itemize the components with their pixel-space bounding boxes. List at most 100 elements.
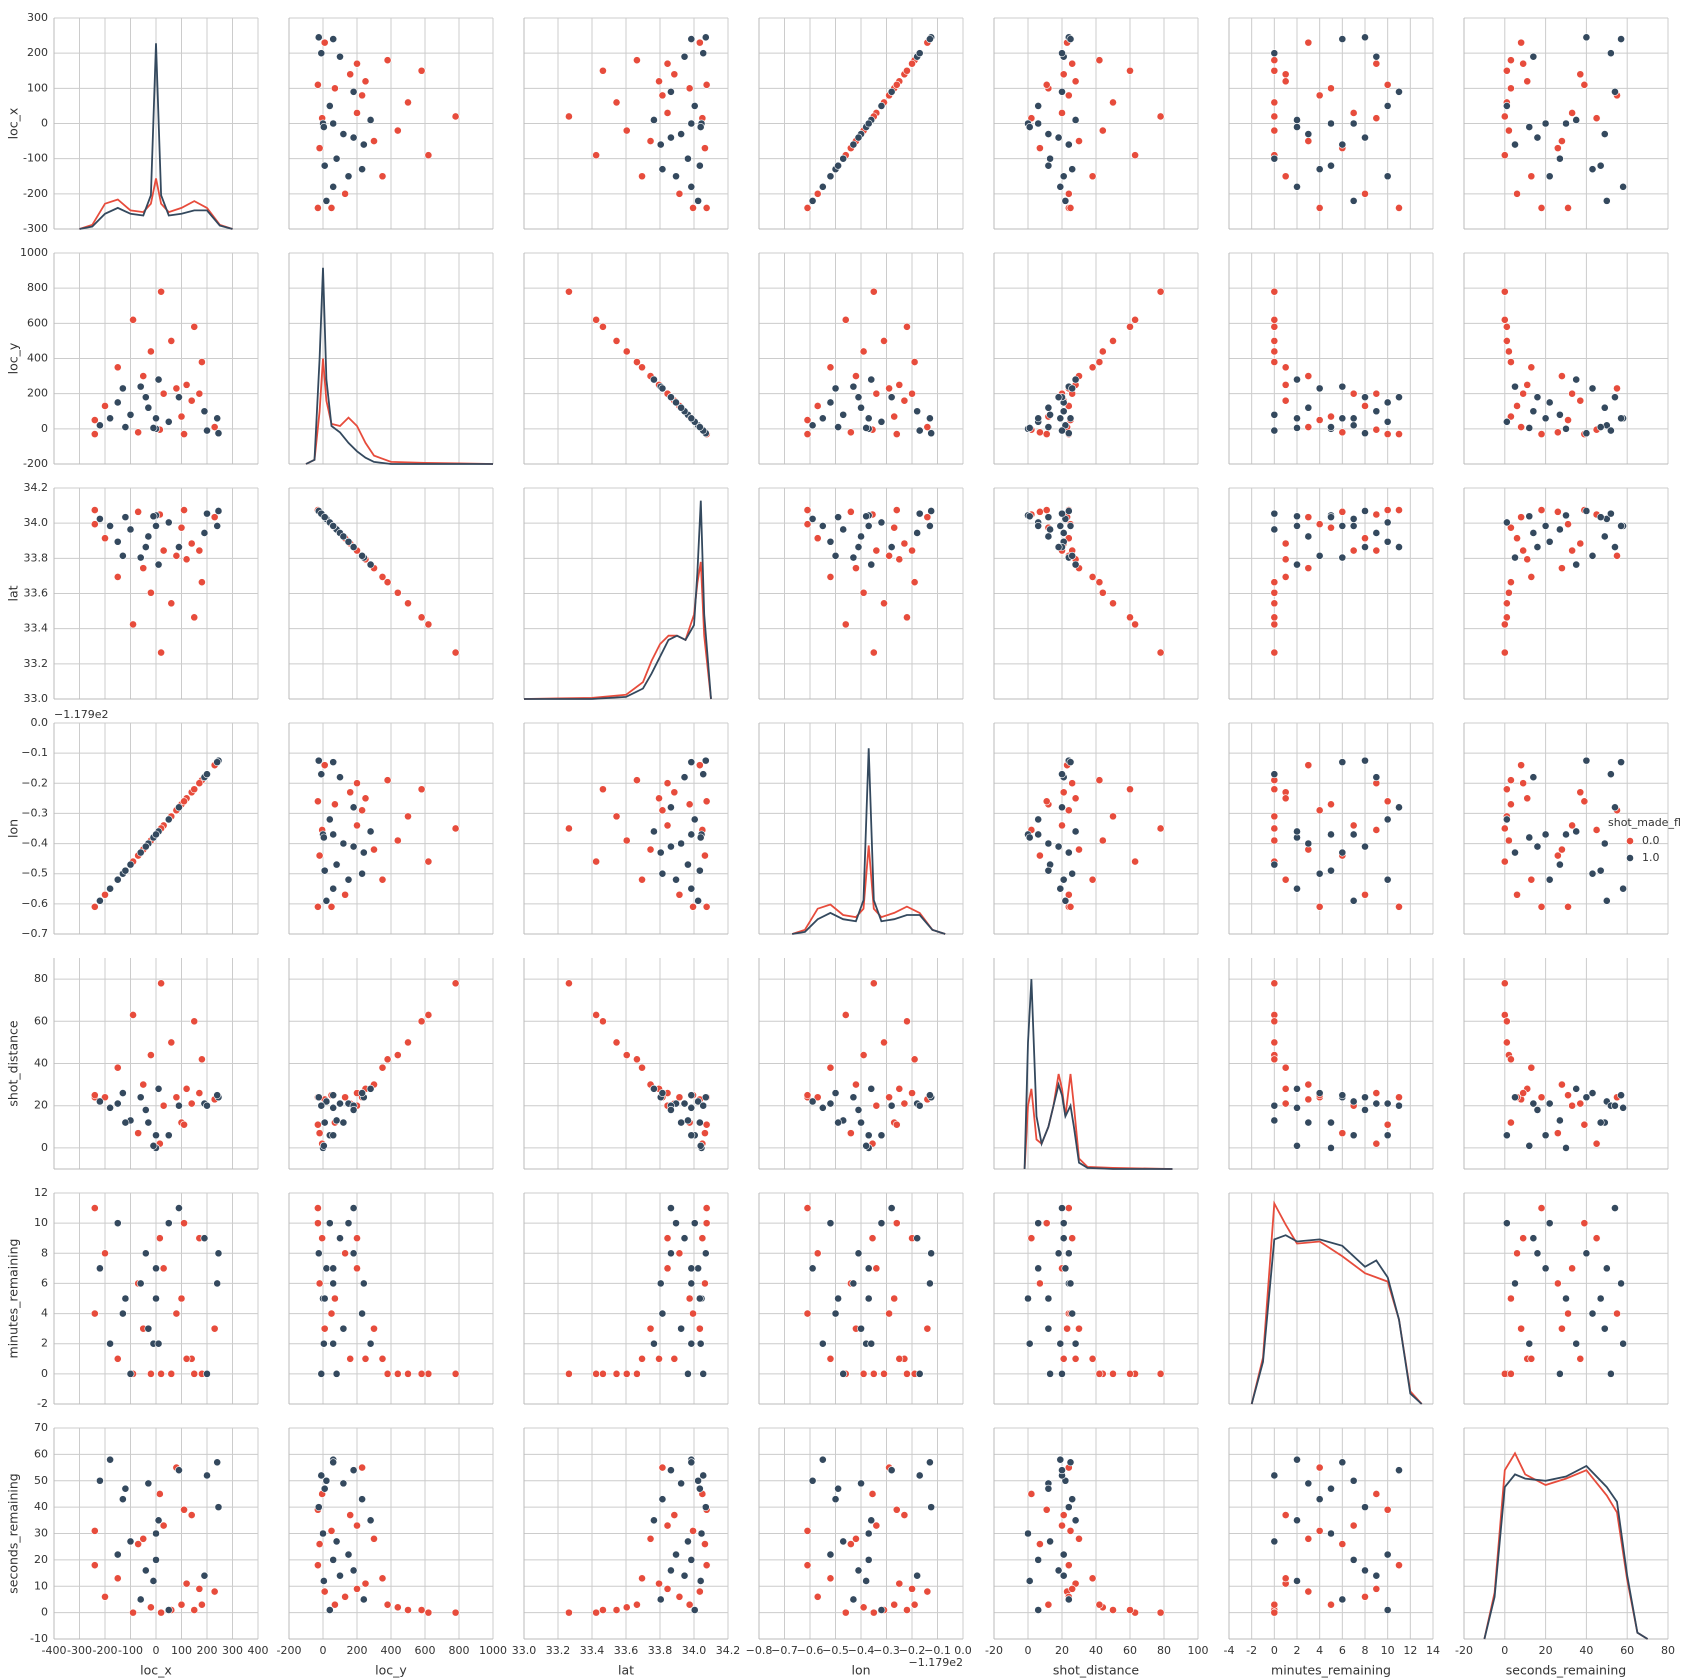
- panel: −0.7−0.6−0.5−0.4−0.3−0.2−0.10.0lon−1.179…: [6, 708, 259, 940]
- scatter-point: [565, 287, 573, 296]
- scatter-point: [1095, 56, 1104, 65]
- scatter-point: [846, 1540, 855, 1548]
- scatter-point: [1098, 126, 1107, 135]
- scatter-point: [329, 1458, 338, 1467]
- scatter-point: [190, 1606, 199, 1614]
- scatter-point: [332, 1369, 341, 1378]
- y-tick-label: 10: [34, 1579, 48, 1592]
- x-tick-label: -200: [277, 1644, 302, 1657]
- scatter-point: [1304, 1118, 1313, 1127]
- scatter-point: [864, 1264, 873, 1273]
- scatter-point: [680, 1571, 689, 1580]
- x-tick-label: 40: [1089, 1644, 1103, 1657]
- scatter-point: [633, 56, 641, 65]
- scatter-point: [880, 1038, 888, 1047]
- scatter-point: [908, 59, 916, 68]
- scatter-point: [1059, 1234, 1068, 1243]
- scatter-point: [1327, 830, 1335, 839]
- scatter-point: [417, 1017, 426, 1026]
- panel: [288, 958, 494, 1170]
- scatter-point: [1568, 1264, 1577, 1273]
- scatter-point: [667, 842, 675, 851]
- scatter-point: [1568, 821, 1577, 830]
- scatter-point: [677, 130, 686, 138]
- scatter-point: [680, 52, 689, 61]
- scatter-point: [1372, 425, 1381, 434]
- scatter-point: [834, 423, 843, 431]
- scatter-point: [667, 87, 675, 96]
- scatter-point: [687, 1555, 696, 1564]
- scatter-point: [1075, 1534, 1083, 1543]
- scatter-point: [1537, 203, 1546, 212]
- scatter-point: [846, 428, 855, 437]
- scatter-point: [1270, 824, 1279, 833]
- scatter-point: [1156, 648, 1165, 657]
- scatter-point: [864, 522, 873, 530]
- scatter-point: [172, 384, 181, 393]
- scatter-point: [1361, 1566, 1369, 1575]
- scatter-point: [834, 1118, 843, 1127]
- scatter-point: [1383, 518, 1392, 527]
- scatter-point: [667, 1106, 675, 1114]
- scatter-point: [1075, 845, 1083, 854]
- scatter-point: [1054, 1566, 1063, 1575]
- scatter-point: [1529, 1099, 1538, 1108]
- scatter-point: [146, 588, 155, 597]
- scatter-point: [154, 1339, 163, 1348]
- scatter-point: [96, 896, 104, 905]
- scatter-point: [141, 1249, 150, 1258]
- scatter-point: [1361, 393, 1369, 402]
- scatter-point: [1270, 426, 1279, 435]
- scatter-point: [322, 1097, 331, 1106]
- scatter-point: [1502, 1219, 1511, 1228]
- scatter-point: [1046, 1537, 1054, 1546]
- scatter-point: [1617, 522, 1625, 530]
- scatter-point: [346, 1354, 355, 1363]
- scatter-point: [1044, 513, 1053, 522]
- scatter-point: [1304, 403, 1313, 412]
- scatter-point: [1513, 534, 1521, 543]
- scatter-point: [900, 396, 909, 405]
- scatter-point: [1036, 1279, 1044, 1288]
- scatter-point: [887, 393, 896, 402]
- scatter-point: [1327, 1484, 1335, 1493]
- scatter-point: [1059, 1571, 1068, 1580]
- scatter-point: [908, 546, 916, 555]
- scatter-point: [592, 151, 601, 160]
- scatter-point: [1527, 1063, 1536, 1072]
- scatter-point: [136, 848, 145, 857]
- scatter-point: [1568, 389, 1577, 398]
- scatter-point: [1068, 1309, 1077, 1318]
- scatter-point: [214, 429, 223, 438]
- scatter-point: [895, 1579, 904, 1588]
- scatter-point: [157, 287, 165, 296]
- scatter-point: [1619, 1339, 1628, 1348]
- scatter-point: [1500, 287, 1509, 296]
- scatter-point: [808, 421, 817, 430]
- x-tick-label: 12: [1403, 1644, 1417, 1657]
- scatter-point: [1372, 1490, 1381, 1498]
- scatter-point: [1564, 203, 1572, 212]
- scatter-point: [353, 1521, 361, 1530]
- scatter-point: [867, 1084, 876, 1093]
- scatter-point: [1617, 758, 1625, 767]
- scatter-point: [1281, 396, 1290, 405]
- scatter-point: [1270, 347, 1279, 356]
- scatter-point: [913, 1571, 922, 1580]
- scatter-point: [1315, 1495, 1324, 1504]
- scatter-point: [1349, 421, 1358, 430]
- panel: [1228, 958, 1434, 1170]
- y-tick-label: 40: [34, 1500, 48, 1513]
- scatter-point: [1572, 1084, 1581, 1093]
- scatter-point: [818, 1455, 827, 1464]
- scatter-point: [1349, 109, 1358, 117]
- scatter-point: [187, 539, 196, 548]
- scatter-point: [144, 403, 153, 412]
- scatter-point: [1507, 1055, 1515, 1064]
- x-tick-label: 0: [153, 1644, 160, 1657]
- scatter-point: [841, 1011, 850, 1019]
- x-tick-label: 0: [320, 1644, 327, 1657]
- scatter-point: [1059, 875, 1068, 884]
- scatter-point: [353, 1264, 361, 1273]
